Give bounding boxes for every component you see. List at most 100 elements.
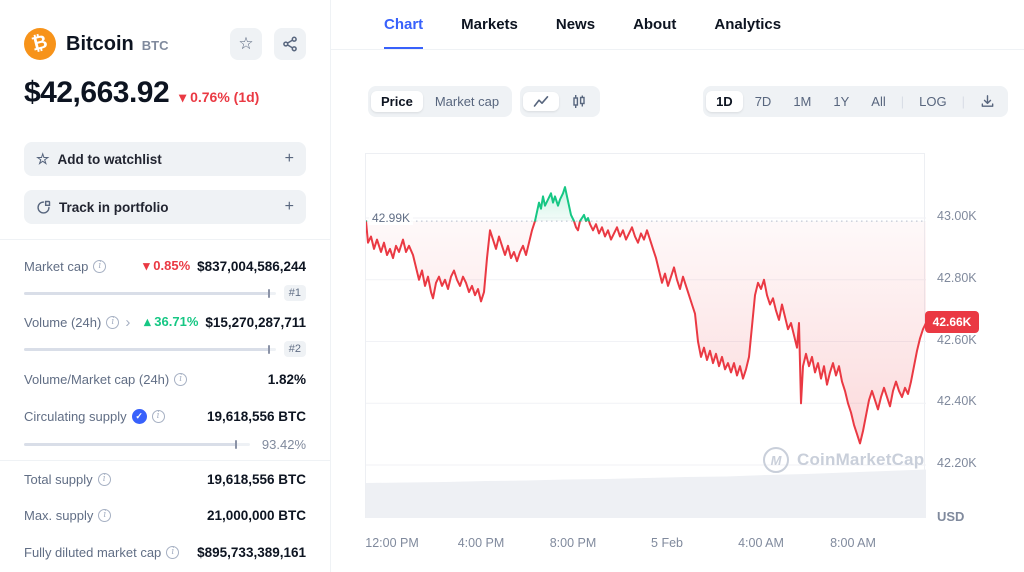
arrow-down-icon: ▾ <box>179 89 187 105</box>
coin-price: $42,663.92 <box>24 76 170 109</box>
info-icon[interactable]: i <box>97 473 111 486</box>
coin-sidebar: ₿ Bitcoin BTC ☆ $42,663.92 ▾ 0.76% (1d) … <box>0 0 331 572</box>
price-change: ▾ 0.76% (1d) <box>179 89 260 105</box>
line-chart-icon <box>533 96 549 107</box>
y-axis-label: 42.20K <box>937 456 977 470</box>
last-price-badge: 42.66K <box>925 311 979 333</box>
coin-name: Bitcoin <box>66 32 134 55</box>
market-cap-rank-badge: #1 <box>283 285 306 301</box>
info-icon[interactable]: i <box>106 315 120 329</box>
volume-marketcap-value: 1.82% <box>267 372 306 387</box>
plus-icon: + <box>284 150 294 167</box>
tab-markets[interactable]: Markets <box>461 16 518 33</box>
chart-type-toggle <box>520 86 601 117</box>
y-axis-label: 42.40K <box>937 394 977 408</box>
volume-rank-badge: #2 <box>283 341 306 357</box>
portfolio-pie-icon <box>36 200 51 215</box>
total-supply-value: 19,618,556 BTC <box>206 472 306 487</box>
share-button[interactable] <box>274 28 306 60</box>
download-chart-button[interactable] <box>970 91 1005 112</box>
tab-analytics[interactable]: Analytics <box>714 16 782 33</box>
circulating-supply-value: 19,618,556 BTC <box>206 409 306 424</box>
tab-news[interactable]: News <box>555 16 596 33</box>
range-all-button[interactable]: All <box>861 91 895 112</box>
volume-marketcap-row: Volume/Market cap (24h) i 1.82% <box>24 372 306 387</box>
separator: | <box>961 94 965 109</box>
arrow-down-icon: ▾ <box>143 258 150 273</box>
max-supply-value: 21,000,000 BTC <box>206 508 306 523</box>
volume-row: Volume (24h) i › ▴ 36.71% $15,270,287,711 <box>24 313 306 331</box>
line-chart-type-button[interactable] <box>523 92 560 111</box>
open-price-label: 42.99K <box>369 211 414 225</box>
y-axis-label: 43.00K <box>937 209 977 223</box>
separator: | <box>900 94 905 109</box>
currency-unit-label: USD <box>937 509 965 524</box>
x-axis-label: 8:00 AM <box>830 536 876 550</box>
max-supply-row: Max. supply i 21,000,000 BTC <box>24 508 306 523</box>
star-icon: ☆ <box>36 151 50 168</box>
total-supply-row: Total supply i 19,618,556 BTC <box>24 472 306 487</box>
volume-change: ▴ 36.71% <box>144 314 199 329</box>
arrow-up-icon: ▴ <box>144 314 151 329</box>
chart-plot[interactable] <box>365 153 927 518</box>
portfolio-label: Track in portfolio <box>59 199 169 215</box>
watchlist-label: Add to watchlist <box>57 151 162 167</box>
page-tabs: Chart Markets News About Analytics <box>331 0 1024 50</box>
metric-marketcap-button[interactable]: Market cap <box>425 91 509 112</box>
track-in-portfolio-button[interactable]: Track in portfolio + <box>24 190 306 224</box>
divider <box>0 460 331 461</box>
metric-toggle: Price Market cap <box>368 86 513 117</box>
candlestick-icon <box>573 95 585 108</box>
coinmarketcap-logo-icon: M <box>763 447 789 473</box>
watermark-text: CoinMarketCap <box>797 450 925 469</box>
tab-about[interactable]: About <box>633 16 677 33</box>
volume-value: $15,270,287,711 <box>205 314 306 330</box>
x-axis-label: 8:00 PM <box>549 536 597 550</box>
share-icon <box>283 36 297 52</box>
divider <box>0 239 331 240</box>
info-icon[interactable]: i <box>98 509 112 522</box>
watchlist-star-button[interactable]: ☆ <box>230 28 262 60</box>
log-scale-button[interactable]: LOG <box>909 91 956 112</box>
time-range-toggle: 1D 7D 1M 1Y All | LOG | <box>703 86 1008 117</box>
circulating-supply-bar: 93.42% <box>24 437 306 452</box>
bar-tick <box>268 344 271 354</box>
info-icon[interactable]: i <box>93 259 107 273</box>
bar-tick <box>268 288 271 298</box>
market-cap-row: Market cap i ▾ 0.85% $837,004,586,244 <box>24 258 306 274</box>
download-icon <box>981 95 994 107</box>
info-icon[interactable]: i <box>174 373 188 386</box>
plus-icon: + <box>284 198 294 215</box>
info-icon[interactable]: i <box>166 546 180 559</box>
circulating-supply-row: Circulating supply ✓ i 19,618,556 BTC <box>24 409 306 424</box>
range-1y-button[interactable]: 1Y <box>823 91 859 112</box>
range-1m-button[interactable]: 1M <box>783 91 821 112</box>
chevron-right-icon[interactable]: › <box>125 313 131 331</box>
bar-tick <box>235 440 238 449</box>
chart-section: 42.99K 42.66K USD M CoinMarketCap 43.00K… <box>340 140 1024 572</box>
verified-badge-icon: ✓ <box>131 409 147 424</box>
x-axis-label: 5 Feb <box>651 536 683 550</box>
market-cap-value: $837,004,586,244 <box>197 258 306 274</box>
range-7d-button[interactable]: 7D <box>745 91 782 112</box>
fully-diluted-market-cap-row: Fully diluted market cap i $895,733,389,1… <box>24 545 306 560</box>
x-axis-label: 12:00 PM <box>365 536 419 550</box>
tab-chart[interactable]: Chart <box>384 0 424 49</box>
market-cap-change: ▾ 0.85% <box>143 258 191 273</box>
bitcoin-logo-icon: ₿ <box>24 28 56 60</box>
info-icon[interactable]: i <box>151 410 165 423</box>
star-icon: ☆ <box>238 34 254 53</box>
price-row: $42,663.92 ▾ 0.76% (1d) <box>24 76 259 110</box>
y-axis-label: 42.60K <box>937 333 977 347</box>
coin-symbol: BTC <box>141 38 169 53</box>
x-axis-label: 4:00 AM <box>738 536 784 550</box>
add-to-watchlist-button[interactable]: ☆ Add to watchlist + <box>24 142 306 176</box>
metric-price-button[interactable]: Price <box>371 91 423 112</box>
circulating-supply-pct: 93.42% <box>261 437 306 452</box>
volume-rank-bar: #2 <box>24 341 306 357</box>
y-axis-label: 42.80K <box>937 271 977 285</box>
fully-diluted-market-cap-value: $895,733,389,161 <box>197 545 306 560</box>
range-1d-button[interactable]: 1D <box>706 91 743 112</box>
candlestick-chart-type-button[interactable] <box>561 91 597 112</box>
